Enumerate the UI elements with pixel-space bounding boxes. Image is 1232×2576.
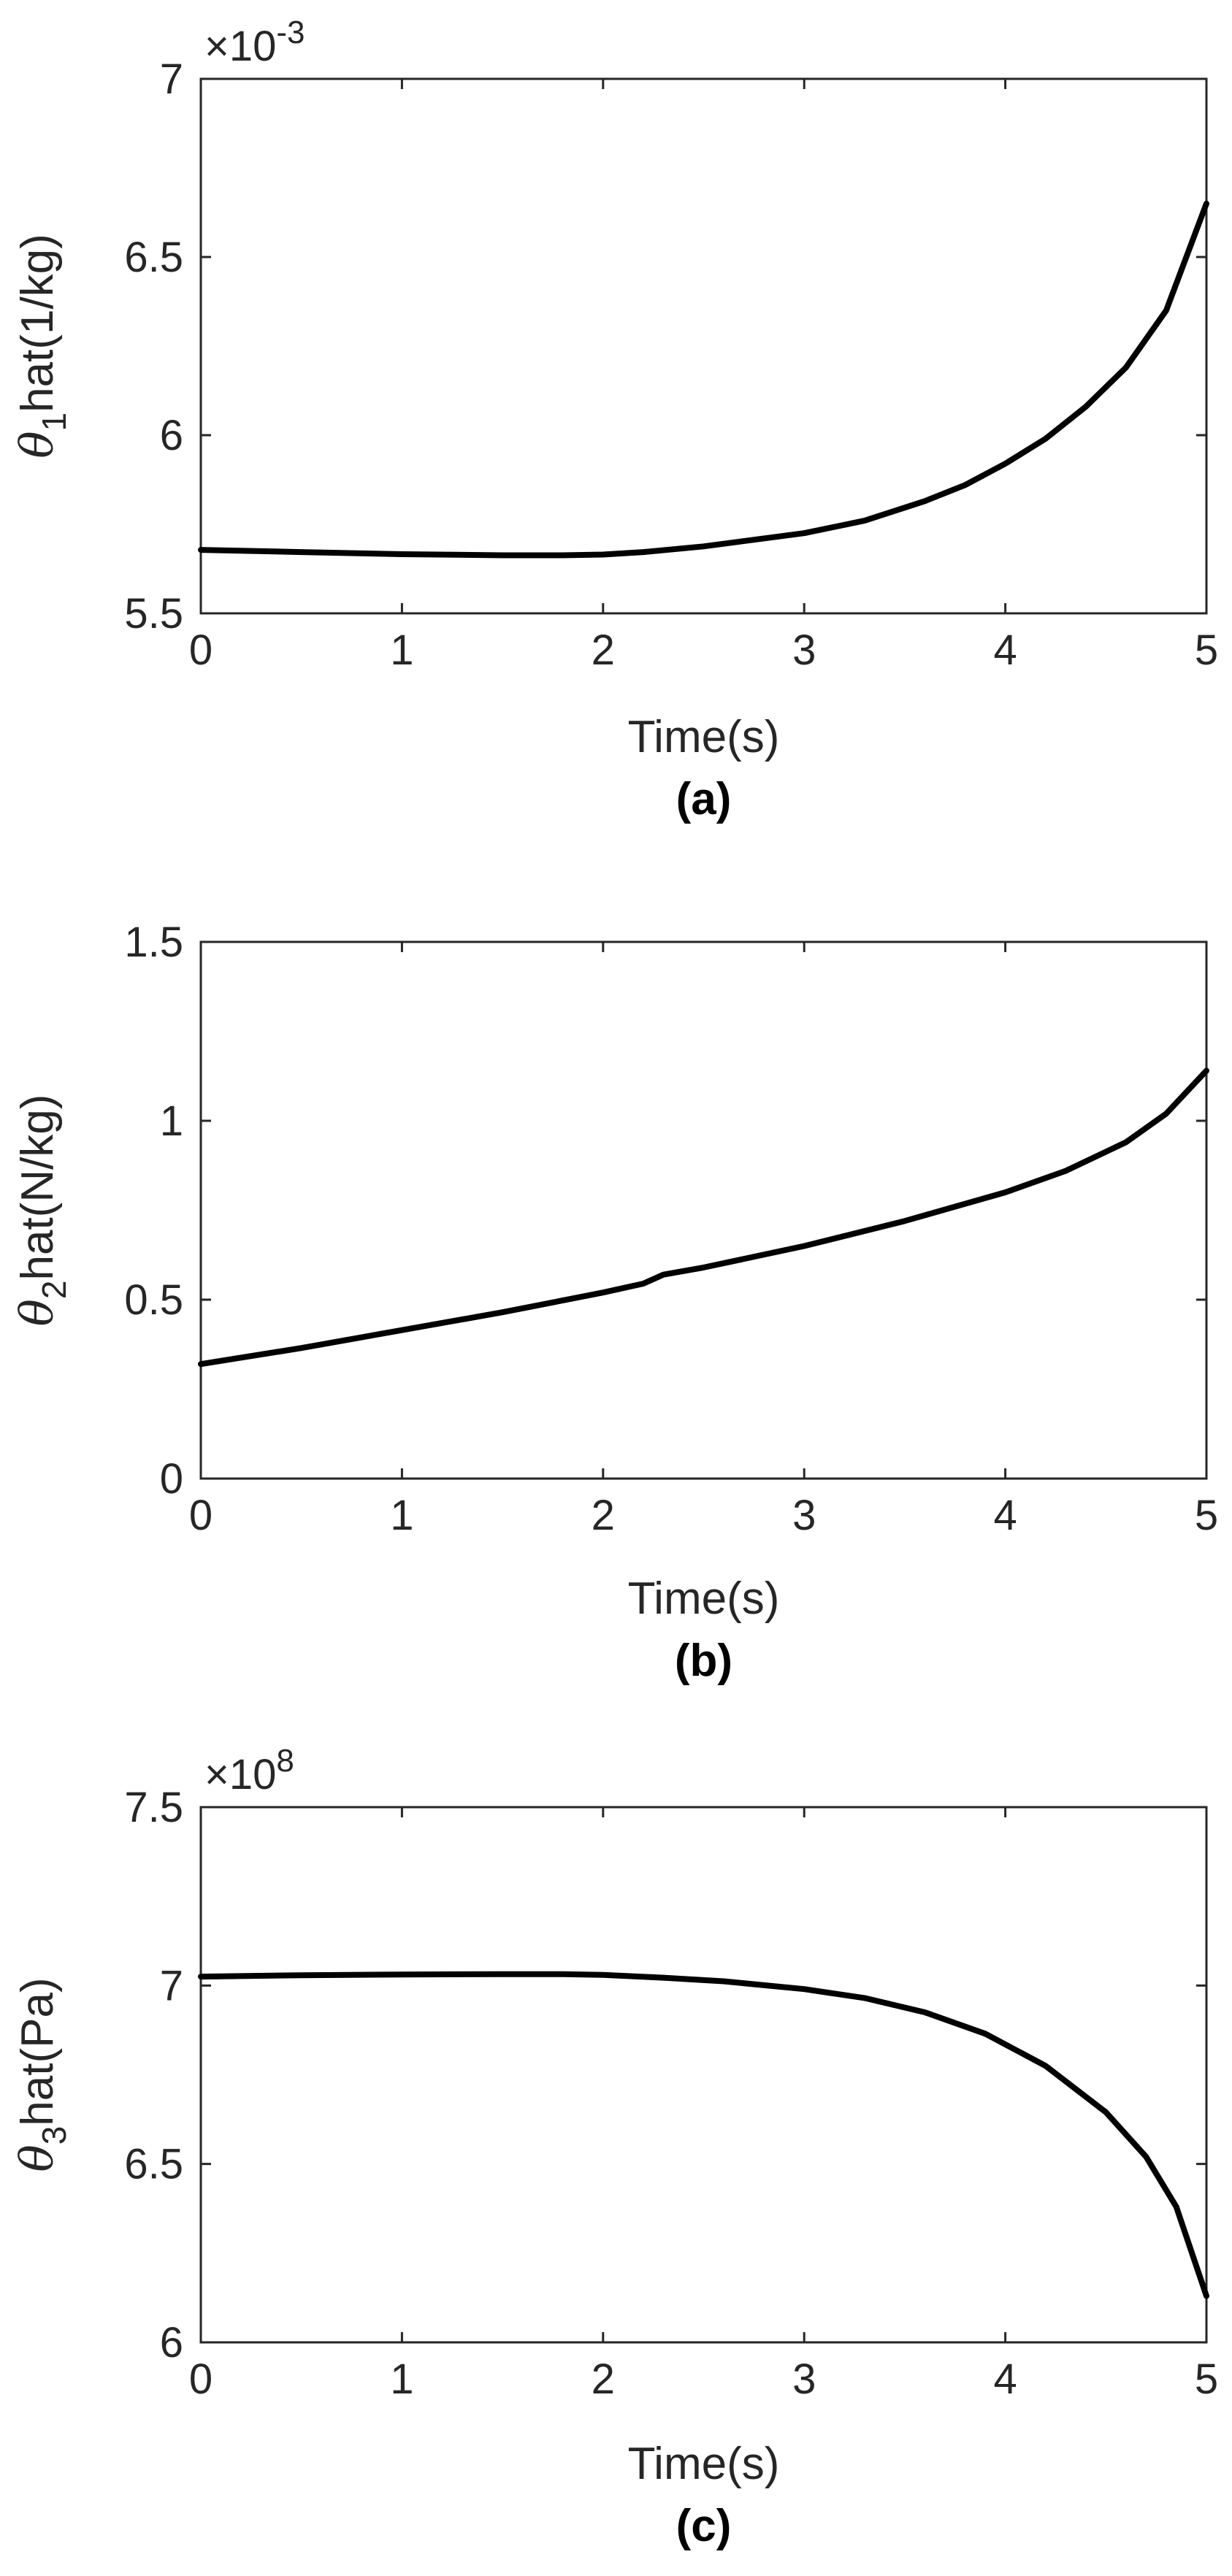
y-exponent-label: ×10-3 <box>204 15 305 70</box>
y-label-subscript: 2 <box>35 1281 73 1300</box>
plot-area <box>199 1806 1208 2344</box>
y-axis-label: θ3hat(Pa) <box>10 1977 73 2171</box>
x-tick-label: 1 <box>390 1492 413 1539</box>
y-exponent-base: ×10 <box>204 23 276 70</box>
series-line-1 <box>198 1067 1209 1368</box>
y-label-symbol: θ <box>10 431 64 458</box>
y-axis-label: θ2hat(N/kg) <box>10 1095 73 1327</box>
y-label-subscript: 3 <box>35 2126 73 2145</box>
y-label-symbol: θ <box>10 1299 64 1326</box>
y-tick-label: 6 <box>160 2319 183 2366</box>
panel-label: (b) <box>675 1636 732 1686</box>
series-line-1 <box>198 200 1209 559</box>
y-exponent-power: 8 <box>276 1743 294 1779</box>
x-tick-label: 5 <box>1195 1492 1218 1539</box>
x-tick-label: 5 <box>1195 2355 1218 2403</box>
x-tick-label: 3 <box>792 1492 816 1539</box>
y-exponent-power: -3 <box>276 15 305 50</box>
x-tick-label: 2 <box>592 2355 615 2403</box>
y-tick-label: 1.5 <box>124 919 183 966</box>
plot-area <box>199 940 1208 1480</box>
y-tick-label: 6 <box>160 412 183 459</box>
y-label-subscript: 1 <box>35 413 73 432</box>
x-tick-label: 3 <box>792 626 816 674</box>
y-tick-label: 0 <box>160 1455 183 1503</box>
x-tick-label: 4 <box>993 1492 1017 1539</box>
x-tick-label: 0 <box>189 626 213 674</box>
y-tick-label: 7 <box>160 1962 183 2009</box>
y-tick-label: 0.5 <box>124 1276 183 1324</box>
panel-label: (c) <box>676 2501 732 2551</box>
x-tick-label: 5 <box>1195 626 1218 674</box>
x-tick-label: 4 <box>993 2355 1017 2403</box>
y-label-symbol: θ <box>10 2144 64 2171</box>
y-tick-label: 7.5 <box>124 1784 183 1831</box>
x-tick-label: 3 <box>792 2355 816 2403</box>
y-axis-label: θ1hat(1/kg) <box>10 234 73 459</box>
x-tick-label: 0 <box>189 1492 213 1539</box>
panel-label: (a) <box>676 774 732 824</box>
y-tick-label: 6.5 <box>124 234 183 281</box>
y-tick-label: 7 <box>160 55 183 103</box>
y-tick-label: 1 <box>160 1097 183 1145</box>
y-label-text: hat(N/kg) <box>12 1095 63 1281</box>
series-line-1 <box>198 1971 1209 2299</box>
y-exponent-label: ×108 <box>204 1743 294 1798</box>
x-tick-label: 0 <box>189 2355 213 2403</box>
x-tick-label: 4 <box>993 626 1017 674</box>
x-tick-label: 2 <box>592 626 615 674</box>
y-tick-label: 5.5 <box>124 590 183 637</box>
plot-area <box>199 77 1208 615</box>
y-label-text: hat(1/kg) <box>12 234 63 413</box>
y-tick-label: 6.5 <box>124 2141 183 2188</box>
x-tick-label: 1 <box>390 2355 413 2403</box>
y-label-text: hat(Pa) <box>12 1977 63 2125</box>
x-tick-label: 1 <box>390 626 413 674</box>
x-axis-label: Time(s) <box>628 1573 780 1624</box>
x-axis-label: Time(s) <box>628 712 780 762</box>
panels: 0 1 2 3 4 55.566.57×10-3θ1hat(1/kg)Time(s)(a)… <box>10 15 1218 2551</box>
y-exponent-base: ×10 <box>204 1751 276 1798</box>
x-tick-label: 2 <box>592 1492 615 1539</box>
x-axis-label: Time(s) <box>628 2439 780 2489</box>
